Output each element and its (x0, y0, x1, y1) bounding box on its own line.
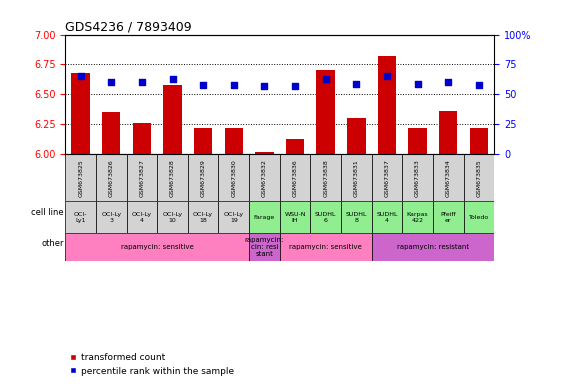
Text: OCI-Ly
18: OCI-Ly 18 (193, 212, 213, 223)
Bar (249, 154, 280, 201)
Point (352, 81, 361, 87)
Text: GSM673832: GSM673832 (262, 159, 267, 197)
Bar (96, 201, 127, 233)
Bar (408, 128, 427, 154)
Text: SUDHL
4: SUDHL 4 (376, 212, 398, 223)
Bar (310, 201, 341, 233)
Bar (402, 201, 433, 233)
Text: cell line: cell line (31, 208, 64, 217)
Bar (72, 73, 90, 154)
Text: GSM673830: GSM673830 (231, 159, 236, 197)
Bar (378, 56, 396, 154)
Text: GSM673836: GSM673836 (293, 159, 298, 197)
Bar (310, 154, 341, 201)
Text: OCI-Ly
19: OCI-Ly 19 (224, 212, 244, 223)
Text: GSM673835: GSM673835 (477, 159, 481, 197)
Text: Toledo: Toledo (469, 215, 489, 220)
Bar (157, 201, 188, 233)
Text: GSM673827: GSM673827 (139, 159, 144, 197)
Bar (316, 71, 335, 154)
Bar (341, 201, 371, 233)
Bar (65, 154, 96, 201)
Text: GDS4236 / 7893409: GDS4236 / 7893409 (65, 20, 192, 33)
Bar (219, 154, 249, 201)
Text: Karpas
422: Karpas 422 (407, 212, 428, 223)
Text: WSU-N
IH: WSU-N IH (285, 212, 306, 223)
Text: OCI-
Ly1: OCI- Ly1 (74, 212, 87, 223)
Point (382, 73, 391, 79)
Point (321, 76, 330, 82)
Bar (347, 118, 366, 154)
Text: Pfeiff
er: Pfeiff er (440, 212, 456, 223)
Legend: transformed count, percentile rank within the sample: transformed count, percentile rank withi… (70, 353, 234, 376)
Text: OCI-Ly
3: OCI-Ly 3 (101, 212, 122, 223)
Text: rapamycin:
cin: resi
stant: rapamycin: cin: resi stant (245, 237, 284, 257)
Bar (127, 154, 157, 201)
Bar (280, 233, 371, 261)
Bar (65, 201, 96, 233)
Bar (371, 201, 402, 233)
Bar (371, 233, 494, 261)
Bar (371, 154, 402, 201)
Text: other: other (41, 238, 64, 248)
Text: SUDHL
8: SUDHL 8 (345, 212, 367, 223)
Bar (433, 154, 463, 201)
Text: GSM673834: GSM673834 (446, 159, 451, 197)
Text: GSM673837: GSM673837 (385, 159, 390, 197)
Text: GSM673826: GSM673826 (108, 159, 114, 197)
Bar (133, 123, 151, 154)
Text: GSM673825: GSM673825 (78, 159, 83, 197)
Bar (188, 154, 219, 201)
Point (290, 83, 299, 89)
Bar (65, 233, 249, 261)
Bar (280, 201, 310, 233)
Text: rapamycin: resistant: rapamycin: resistant (397, 244, 469, 250)
Point (76, 73, 85, 79)
Bar (96, 154, 127, 201)
Bar (157, 154, 188, 201)
Point (474, 82, 483, 88)
Text: OCI-Ly
4: OCI-Ly 4 (132, 212, 152, 223)
Bar (470, 128, 488, 154)
Bar (280, 154, 310, 201)
Point (260, 83, 269, 89)
Bar (341, 154, 371, 201)
Text: SUDHL
6: SUDHL 6 (315, 212, 336, 223)
Text: GSM673829: GSM673829 (201, 159, 206, 197)
Text: OCI-Ly
10: OCI-Ly 10 (162, 212, 182, 223)
Text: GSM673828: GSM673828 (170, 159, 175, 197)
Bar (439, 111, 457, 154)
Text: GSM673831: GSM673831 (354, 159, 359, 197)
Bar (127, 201, 157, 233)
Point (229, 82, 239, 88)
Bar (255, 152, 274, 154)
Point (199, 82, 208, 88)
Bar (219, 201, 249, 233)
Text: rapamycin: sensitive: rapamycin: sensitive (121, 244, 194, 250)
Bar (463, 154, 494, 201)
Bar (249, 201, 280, 233)
Bar (249, 233, 280, 261)
Bar (286, 139, 304, 154)
Bar (402, 154, 433, 201)
Point (107, 79, 116, 86)
Bar (188, 201, 219, 233)
Text: GSM673838: GSM673838 (323, 159, 328, 197)
Point (168, 76, 177, 82)
Bar (433, 201, 463, 233)
Bar (102, 113, 120, 154)
Bar (164, 85, 182, 154)
Text: GSM673833: GSM673833 (415, 159, 420, 197)
Text: Farage: Farage (254, 215, 275, 220)
Point (137, 79, 147, 86)
Point (444, 79, 453, 86)
Bar (463, 201, 494, 233)
Text: rapamycin: sensitive: rapamycin: sensitive (289, 244, 362, 250)
Bar (194, 128, 212, 154)
Point (413, 81, 422, 87)
Bar (224, 128, 243, 154)
